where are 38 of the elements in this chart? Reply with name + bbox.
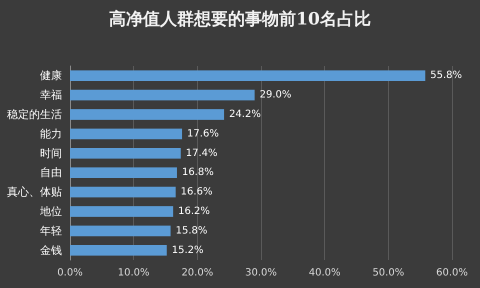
y-tick-label: 金钱 xyxy=(40,244,62,257)
bar xyxy=(70,244,167,256)
data-label: 17.6% xyxy=(187,128,219,140)
bar xyxy=(70,109,224,120)
data-label: 16.8% xyxy=(182,167,214,178)
x-tick-label: 60.0% xyxy=(436,268,468,278)
data-label: 15.8% xyxy=(176,225,208,236)
data-label: 16.6% xyxy=(180,186,212,198)
bar xyxy=(70,206,174,217)
data-label: 16.2% xyxy=(178,206,210,217)
x-tick-label: 50.0% xyxy=(372,268,404,278)
data-label: 55.8% xyxy=(430,70,462,82)
y-tick-label: 健康 xyxy=(40,69,62,82)
y-tick-label: 地位 xyxy=(39,205,62,218)
bar xyxy=(70,148,181,159)
y-tick-label: 自由 xyxy=(40,166,62,180)
bar xyxy=(70,70,426,82)
data-label: 17.4% xyxy=(186,148,218,159)
y-tick-label: 时间 xyxy=(40,146,62,160)
bar xyxy=(70,186,176,198)
data-label: 29.0% xyxy=(260,90,292,101)
x-tick-label: 10.0% xyxy=(118,268,150,278)
x-tick-label: 30.0% xyxy=(245,268,277,278)
bar xyxy=(70,90,255,100)
chart-title: 高净值人群想要的事物前10名占比 xyxy=(109,10,371,30)
y-tick-label: 年轻 xyxy=(40,224,62,238)
y-tick-label: 幸福 xyxy=(40,88,62,102)
bar xyxy=(70,167,177,178)
x-tick-label: 40.0% xyxy=(308,268,341,278)
x-tick-label: 0.0% xyxy=(57,268,83,278)
data-label: 15.2% xyxy=(172,244,204,256)
x-tick-label: 20.0% xyxy=(181,268,214,278)
y-tick-label: 稳定的生活 xyxy=(7,108,62,121)
data-label: 24.2% xyxy=(229,109,261,120)
y-tick-label: 真心、体贴 xyxy=(7,186,62,199)
bar xyxy=(70,226,171,236)
bar xyxy=(70,128,182,140)
y-tick-label: 能力 xyxy=(40,127,62,140)
